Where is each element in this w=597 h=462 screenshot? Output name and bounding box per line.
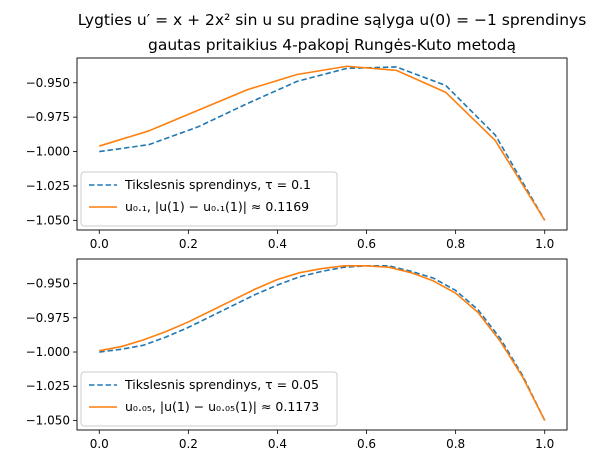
x-tick-label: 0.2: [179, 237, 198, 251]
axis-ticks: 0.0 0.2 0.4 0.6 0.8 1.0 −0.950 −0.975 −1.000 −1.0…: [26, 277, 555, 451]
y-tick-label: −0.975: [26, 110, 70, 124]
axes-frame: [76, 258, 568, 431]
chart-title-line-1: Lygties u′ = x + 2x² sin u su pradine są…: [78, 11, 587, 29]
x-tick-label: 0.6: [357, 237, 376, 251]
x-tick-label: 0.8: [446, 437, 465, 451]
series-exact-line: [99, 66, 546, 221]
subplot-top: 0.0 0.2 0.4 0.6 0.8 1.0 −0.950 −0.975 −1.000 −1.0…: [26, 57, 568, 251]
y-tick-label: −1.050: [26, 413, 70, 427]
chart-title-line-2: gautas pritaikius 4-pakopį Rungės-Kuto m…: [148, 36, 516, 54]
subplot-bottom: 0.0 0.2 0.4 0.6 0.8 1.0 −0.950 −0.975 −1.000 −1.0…: [26, 258, 568, 451]
axes-frame: [76, 57, 568, 231]
y-tick-label: −1.050: [26, 213, 70, 227]
series-group: [99, 265, 546, 421]
y-tick-label: −1.025: [26, 179, 70, 193]
x-tick-label: 0.2: [179, 437, 198, 451]
x-tick-label: 1.0: [535, 237, 554, 251]
x-tick-label: 0.0: [90, 237, 109, 251]
y-tick-label: −0.975: [26, 311, 70, 325]
legend-label: u₀.₁, |u(1) − u₀.₁(1)| ≈ 0.1169: [125, 199, 309, 214]
y-tick-label: −1.000: [26, 145, 70, 159]
legend-label: Tikslesnis sprendinys, τ = 0.1: [124, 177, 311, 192]
series-group: [99, 65, 546, 221]
x-tick-label: 0.6: [357, 437, 376, 451]
legend-frame: [80, 371, 338, 427]
series-exact-line: [99, 265, 546, 421]
legend-frame: [80, 171, 338, 227]
y-tick-label: −1.000: [26, 345, 70, 359]
y-tick-label: −1.025: [26, 379, 70, 393]
legend-label: u₀.₀₅, |u(1) − u₀.₀₅(1)| ≈ 0.1173: [125, 399, 319, 414]
x-tick-label: 0.8: [446, 237, 465, 251]
x-tick-label: 0.4: [268, 237, 287, 251]
x-tick-label: 0.0: [90, 437, 109, 451]
x-tick-label: 1.0: [535, 437, 554, 451]
y-tick-label: −0.950: [26, 277, 70, 291]
y-tick-label: −0.950: [26, 76, 70, 90]
series-numeric-line: [99, 65, 546, 221]
axis-ticks: 0.0 0.2 0.4 0.6 0.8 1.0 −0.950 −0.975 −1.000 −1.0…: [26, 76, 555, 251]
legend: Tikslesnis sprendinys, τ = 0.1 u₀.₁, |u(1…: [80, 171, 338, 227]
x-tick-label: 0.4: [268, 437, 287, 451]
series-numeric-line: [99, 265, 546, 421]
legend: Tikslesnis sprendinys, τ = 0.05 u₀.₀₅, |u…: [80, 371, 338, 427]
legend-label: Tikslesnis sprendinys, τ = 0.05: [124, 377, 319, 392]
